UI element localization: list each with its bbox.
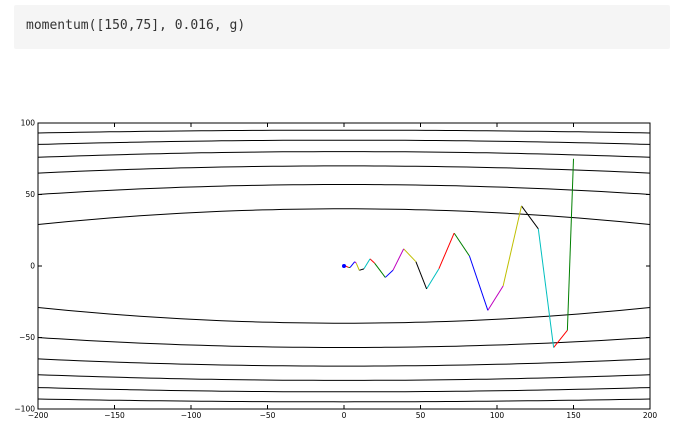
path-segment-12 [392, 248, 405, 271]
y-tick-label-4: 100 [21, 119, 36, 128]
code-input-text[interactable]: momentum([150,75], 0.016, g) [26, 18, 246, 33]
path-segment-18 [355, 262, 360, 271]
contour-line-5 [37, 129, 651, 134]
contour-line-11 [37, 398, 651, 403]
y-tick-label-3: 50 [25, 190, 35, 199]
contour-line-2 [37, 165, 651, 174]
path-segment-10 [415, 261, 428, 290]
path-segment-17 [359, 268, 365, 271]
x-tick-label-0: −200 [28, 411, 49, 420]
x-tick-label-1: −150 [104, 411, 125, 420]
contour-line-4 [37, 139, 651, 145]
path-segment-11 [403, 248, 417, 263]
path-segment-13 [384, 269, 394, 278]
path-segment-16 [363, 258, 371, 270]
x-tick-label-6: 100 [490, 411, 505, 420]
contour-line-8 [37, 358, 651, 367]
path-endpoint-marker [342, 264, 346, 268]
contour-line-0 [37, 208, 651, 225]
path-segment-1 [553, 330, 568, 348]
path-segment-14 [374, 262, 386, 278]
y-tick-label-1: −50 [19, 333, 35, 342]
path-segment-4 [502, 205, 522, 287]
contour-line-7 [37, 337, 651, 348]
path-segment-15 [369, 258, 375, 264]
path-segment-5 [487, 285, 504, 311]
contour-line-1 [37, 184, 651, 195]
x-tick-label-3: −50 [260, 411, 276, 420]
contour-lines [37, 129, 651, 403]
x-tick-label-8: 200 [643, 411, 658, 420]
plot-axes: −200 −150 −100 −50 0 50 100 150 200 −100 −50 0 50 100 [14, 119, 657, 421]
y-tick-label-2: 0 [30, 262, 35, 271]
y-tick-label-0: −100 [14, 405, 35, 414]
x-tick-label-5: 50 [416, 411, 426, 420]
path-segment-7 [453, 232, 470, 257]
path-segment-0 [566, 158, 574, 331]
x-tick-label-7: 150 [566, 411, 581, 420]
path-segment-3 [521, 205, 539, 230]
x-tick-label-2: −100 [181, 411, 202, 420]
path-segment-20 [349, 261, 356, 268]
contour-line-10 [37, 387, 651, 393]
contour-line-3 [37, 151, 651, 158]
contour-line-6 [37, 307, 651, 324]
path-segment-9 [426, 268, 440, 290]
path-segment-2 [537, 228, 555, 348]
code-input-cell[interactable]: momentum([150,75], 0.016, g) [14, 5, 670, 49]
x-tick-label-4: 0 [342, 411, 347, 420]
path-segment-22 [345, 265, 349, 268]
path-segment-6 [468, 255, 489, 311]
path-segment-8 [438, 232, 455, 270]
optimization-path [342, 158, 574, 348]
contour-line-9 [37, 374, 651, 381]
